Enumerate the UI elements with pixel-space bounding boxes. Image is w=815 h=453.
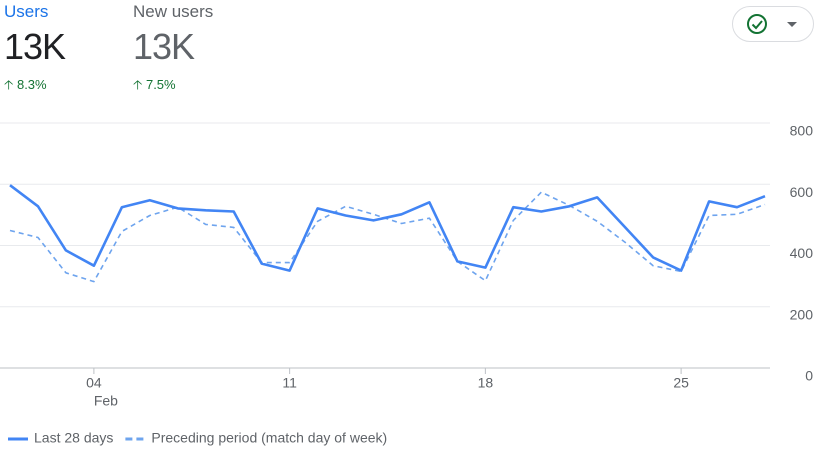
status-dropdown[interactable] (732, 6, 814, 42)
metric-new-users[interactable]: New users 13K 🡡 7.5% (133, 2, 213, 98)
y-tick-label: 600 (790, 184, 814, 200)
check (751, 20, 763, 30)
y-tick-label: 200 (790, 306, 814, 322)
metric-value: 13K (4, 26, 66, 67)
caret (787, 22, 797, 27)
y-tick-label: 400 (790, 245, 814, 261)
x-tick-label: 04 (86, 375, 102, 391)
y-tick-label: 800 (790, 123, 814, 139)
x-tick-label: 11 (282, 375, 297, 391)
y-tick-label: 0 (805, 368, 813, 384)
metric-label: Users (4, 2, 49, 21)
change-text: 7.5% (145, 77, 176, 92)
legend-label: Preceding period (match day of week) (151, 430, 387, 446)
metric-change: 🡡 8.3% (4, 76, 65, 98)
series-line (9, 184, 766, 272)
metric-label: New users (133, 2, 214, 21)
status-icons (747, 14, 797, 34)
up-arrow: 🡡 (133, 77, 143, 92)
up-arrow: 🡡 (4, 77, 14, 92)
legend-label: Last 28 days (34, 430, 113, 446)
check-circle (747, 14, 767, 34)
x-tick-label: 25 (673, 375, 689, 391)
series-line (9, 191, 766, 283)
change-text: 8.3% (16, 77, 47, 92)
metric-change: 🡡 7.5% (133, 76, 213, 98)
metric-users[interactable]: Users 13K 🡡 8.3% (4, 2, 66, 98)
x-month-label: Feb (94, 393, 118, 409)
x-tick-label: 18 (478, 375, 494, 391)
metric-value: 13K (133, 26, 195, 67)
